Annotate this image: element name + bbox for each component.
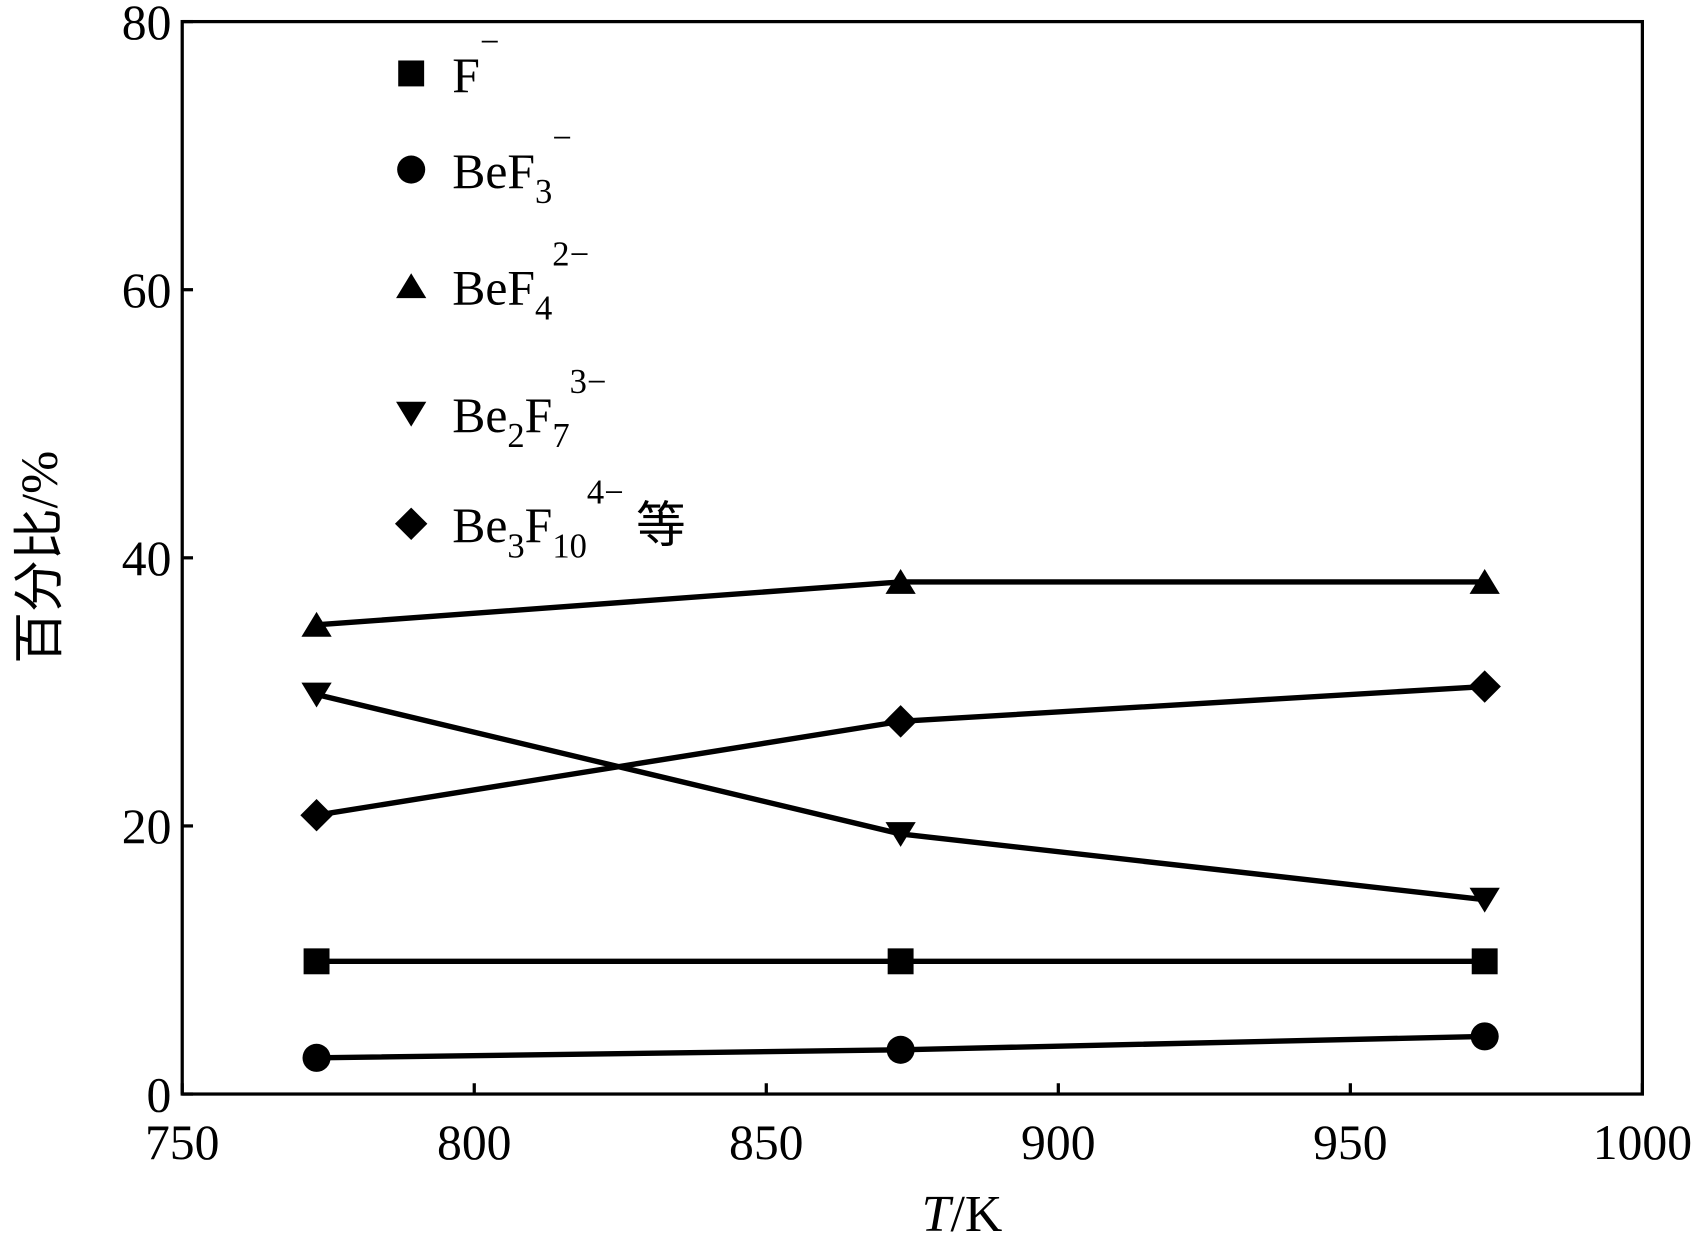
legend-label-part: Be	[452, 498, 507, 553]
data-point	[300, 799, 333, 832]
y-axis-label: 百分比/%	[12, 451, 69, 664]
x-tick-label: 850	[729, 1115, 804, 1170]
data-point	[884, 705, 917, 738]
data-point	[303, 948, 330, 975]
y-tick-label: 20	[122, 799, 172, 854]
series-diamond	[300, 670, 1501, 832]
data-point	[887, 948, 914, 975]
legend-label-part: 10	[552, 527, 587, 565]
legend-label-part: Be	[452, 388, 507, 443]
legend-label-part: BeF	[452, 144, 535, 199]
legend-label: Be3​F10​4−​ 等	[452, 473, 686, 565]
legend-label-part: F	[525, 498, 553, 553]
x-tick-label: 950	[1313, 1115, 1388, 1170]
legend-marker-triangle-up	[396, 273, 427, 299]
legend-label-part: 2	[507, 417, 524, 455]
legend-marker-square	[398, 60, 425, 87]
legend-item: Be3​F10​4−​ 等	[394, 473, 686, 565]
legend-item: BeF4​2−​	[396, 236, 589, 328]
data-point	[301, 682, 332, 708]
data-point	[1470, 1022, 1499, 1051]
data-point	[1468, 670, 1501, 703]
legend-item: BeF3​−​	[397, 119, 572, 211]
legend-label-part: −	[552, 119, 571, 157]
data-point	[302, 1043, 331, 1072]
data-point	[885, 822, 916, 847]
legend-marker-triangle-down	[396, 401, 427, 427]
x-axis-label-var: T	[922, 1186, 954, 1242]
series-triangle-down	[301, 682, 1500, 913]
data-point	[1469, 568, 1500, 594]
data-point	[886, 1035, 915, 1064]
x-tick-label: 1000	[1593, 1115, 1692, 1170]
data-point	[1469, 887, 1500, 913]
data-point	[301, 611, 332, 637]
legend-label-part: −	[480, 23, 499, 61]
y-tick-label: 80	[122, 0, 172, 50]
series-circle	[302, 1022, 1499, 1072]
x-axis-label: T/K	[922, 1186, 1003, 1242]
legend-label-part: 2−	[552, 236, 589, 274]
legend-label-part: 3	[535, 173, 552, 211]
data-point	[1471, 948, 1498, 975]
legend-marker-diamond	[394, 507, 428, 540]
legend-label: BeF3​−​	[452, 119, 572, 211]
y-tick-label: 0	[147, 1067, 172, 1122]
y-tick-label: 40	[122, 531, 172, 586]
series-triangle-up	[301, 568, 1500, 637]
legend-label: Be2​F7​3−​	[452, 363, 606, 455]
legend-item: F−​	[398, 23, 499, 103]
legend-marker-circle	[397, 155, 426, 184]
x-axis-label-unit: /K	[950, 1186, 1002, 1242]
plot-frame	[180, 19, 1644, 1096]
series-square	[303, 948, 1498, 975]
legend-label-part: 3	[507, 527, 524, 565]
x-tick-label: 750	[145, 1115, 220, 1170]
data-point	[885, 568, 916, 594]
legend-label-part: F	[525, 388, 553, 443]
legend-label: F−​	[452, 23, 499, 103]
legend-item: Be2​F7​3−​	[396, 363, 606, 455]
x-tick-label: 800	[437, 1115, 512, 1170]
legend-label-part: 4−	[587, 473, 624, 511]
y-tick-label: 60	[122, 263, 172, 318]
legend-label-part: 7	[552, 417, 569, 455]
legend-label-part: BeF	[452, 261, 535, 316]
legend-label-part: 4	[535, 290, 552, 328]
legend-label-part: 等	[624, 498, 686, 553]
x-tick-label: 900	[1021, 1115, 1096, 1170]
legend-label-part: F	[452, 48, 480, 103]
legend-label-part: 3−	[570, 363, 607, 401]
legend-label: BeF4​2−​	[452, 236, 589, 328]
